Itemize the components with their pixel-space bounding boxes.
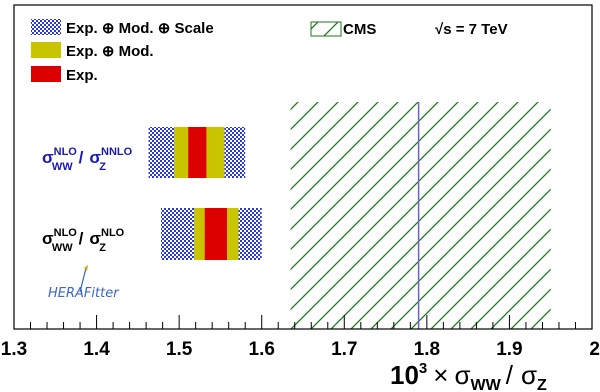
- prediction-nlo: [160, 208, 262, 260]
- prediction-nnlo-exp-band: [188, 127, 207, 178]
- x-tick-label: 1.9: [496, 339, 522, 360]
- x-tick-label: 1.8: [414, 339, 440, 360]
- legend-swatch-exp-mod: [31, 42, 61, 58]
- legend-entry-exp: Exp.: [66, 67, 98, 84]
- legend-swatch-total: [31, 19, 61, 35]
- logo-text: HERAFitter: [48, 286, 120, 301]
- prediction-nlo-exp-band: [204, 208, 228, 260]
- legend-swatch-exp: [31, 66, 61, 82]
- legend: Exp. ⊕ Mod. ⊕ Scale Exp. ⊕ Mod. Exp. CMS: [31, 19, 376, 84]
- plot-frame: [13, 4, 593, 330]
- herafitter-logo: HERAFitter: [48, 265, 120, 301]
- cms-band: [290, 102, 551, 329]
- legend-entry-exp-mod: Exp. ⊕ Mod.: [66, 43, 154, 60]
- x-tick-labels: 1.3 1.4 1.5 1.6 1.7 1.8 1.9 2: [1, 339, 600, 360]
- prediction-nnlo: [148, 127, 246, 178]
- x-tick-label: 1.4: [83, 339, 110, 360]
- legend-entry-total: Exp. ⊕ Mod. ⊕ Scale: [66, 20, 214, 37]
- legend-swatch-cms: [310, 21, 342, 37]
- x-axis-title: 103 × σWW / σZ: [390, 360, 547, 392]
- x-ticks: [13, 315, 593, 329]
- energy-label: √s = 7 TeV: [435, 21, 508, 38]
- x-tick-label: 1.6: [249, 339, 275, 360]
- x-tick-label: 2: [589, 339, 600, 360]
- legend-entry-cms: CMS: [343, 21, 376, 38]
- x-tick-label: 1.3: [1, 339, 27, 360]
- x-tick-label: 1.7: [331, 339, 357, 360]
- x-tick-label: 1.5: [166, 339, 193, 360]
- prediction-label-nnlo: σNLO WW / σNNLO Z: [42, 146, 133, 173]
- prediction-label-nlo: σNLO WW / σNLO Z: [42, 227, 125, 254]
